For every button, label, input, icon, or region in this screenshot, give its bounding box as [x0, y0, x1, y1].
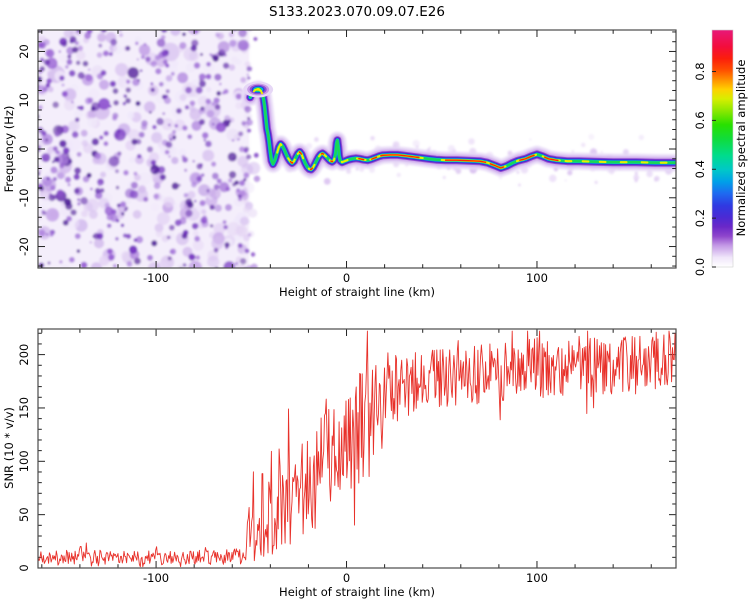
- x-tick-label: 100: [526, 271, 548, 285]
- colorbar-tick-label: 0.8: [693, 62, 707, 80]
- y-tick-label: 50: [17, 507, 31, 522]
- spectrogram-xlabel: Height of straight line (km): [279, 285, 435, 299]
- snr-ticks: [38, 329, 676, 569]
- colorbar-ticks: [712, 71, 716, 268]
- x-tick-label: 0: [343, 571, 350, 585]
- colorbar-tick-label: 0.4: [693, 160, 707, 178]
- snr-xlabel: Height of straight line (km): [279, 585, 435, 599]
- y-tick-label: -10: [17, 188, 31, 207]
- y-tick-label: 0: [17, 564, 31, 571]
- y-tick-label: 150: [17, 397, 31, 419]
- snr-ylabel: SNR (10 * v/v): [2, 407, 16, 489]
- y-tick-label: 200: [17, 344, 31, 366]
- snr-frame: [37, 328, 677, 569]
- x-tick-label: 0: [343, 271, 350, 285]
- spectrogram-ticks: [38, 30, 676, 268]
- snr-curve: [38, 330, 676, 568]
- colorbar-tick-labels: 0.0 0.2 0.4 0.6 0.8: [693, 62, 707, 276]
- colorbar-label: Normalized spectral amplitude: [734, 60, 748, 237]
- x-tick-label: -100: [143, 271, 169, 285]
- x-tick-label: 100: [526, 571, 548, 585]
- spectrogram-ylabel: Frequency (Hz): [2, 106, 16, 193]
- y-tick-label: 100: [17, 450, 31, 472]
- signal-trace: [241, 80, 676, 187]
- x-tick-label: -100: [143, 571, 169, 585]
- colorbar-tick-label: 0.2: [693, 209, 707, 227]
- snr-line: [38, 330, 676, 568]
- colorbar: 0.0 0.2 0.4 0.6 0.8 Normalized spectral ampl…: [693, 29, 748, 276]
- noise-field: [38, 30, 261, 268]
- snr-panel: -100 0 100 0 50 100 150 200 Height of straight …: [2, 328, 677, 599]
- y-tick-label: -20: [17, 237, 31, 256]
- snr-tick-labels: -100 0 100 0 50 100 150 200: [17, 344, 548, 585]
- figure-title: S133.2023.070.09.07.E26: [269, 4, 445, 20]
- colorbar-gradient: [711, 29, 734, 268]
- colorbar-tick-label: 0.0: [693, 258, 707, 276]
- y-tick-label: 0: [17, 145, 31, 152]
- colorbar-tick-label: 0.6: [693, 111, 707, 129]
- y-tick-label: 10: [17, 93, 31, 108]
- y-tick-label: 20: [17, 44, 31, 59]
